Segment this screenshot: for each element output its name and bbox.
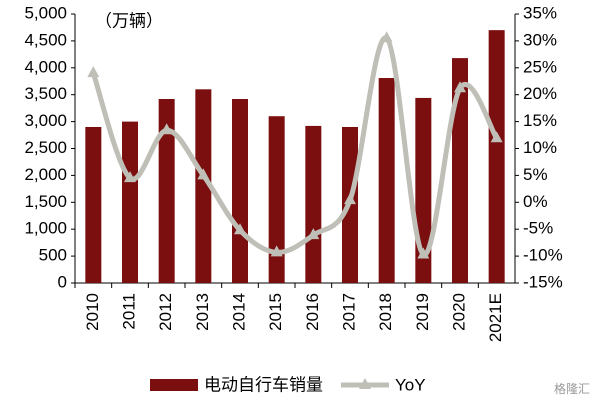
y-tick-label: 2,500 <box>24 138 67 157</box>
y-tick-label: 4,000 <box>24 57 67 76</box>
y2-tick-label: 15% <box>523 111 557 130</box>
y2-tick-label: -10% <box>523 246 563 265</box>
marker <box>417 247 430 259</box>
bar <box>452 58 468 284</box>
marker <box>124 171 136 183</box>
x-tick-label: 2019 <box>413 293 432 331</box>
marker <box>160 123 173 135</box>
x-tick-label: 2016 <box>303 293 322 331</box>
legend-marker <box>359 378 371 389</box>
marker <box>380 31 393 43</box>
legend-label: 电动自行车销量 <box>204 375 323 394</box>
bar <box>488 30 505 283</box>
marker <box>490 131 503 143</box>
unit-annotation: （万辆） <box>95 11 163 30</box>
marker <box>307 228 320 240</box>
bar <box>305 125 322 284</box>
marker <box>87 66 100 78</box>
y2-tick-label: 30% <box>523 30 557 49</box>
y-tick-label: 3,500 <box>24 84 67 103</box>
y-tick-label: 3,000 <box>24 111 67 130</box>
watermark: 格隆汇 <box>554 381 590 396</box>
y2-tick-label: 35% <box>523 3 557 22</box>
x-tick-label: 2018 <box>376 293 395 331</box>
marker <box>197 168 210 180</box>
y-tick-label: 2,000 <box>24 165 67 184</box>
marker <box>234 223 246 235</box>
x-tick-label: 2021E <box>486 293 505 342</box>
y-tick-label: 500 <box>39 246 67 265</box>
y-tick-label: 0 <box>58 272 67 291</box>
y2-tick-label: -5% <box>523 219 553 238</box>
bar <box>158 99 175 283</box>
bar <box>122 121 138 283</box>
y2-tick-label: -15% <box>523 272 563 291</box>
y2-tick-label: 0% <box>523 192 548 211</box>
x-tick-label: 2011 <box>119 293 138 330</box>
legend-label: YoY <box>395 375 426 394</box>
x-tick-label: 2017 <box>339 293 358 331</box>
y-tick-label: 1,000 <box>24 219 67 238</box>
x-tick-label: 2012 <box>156 293 175 331</box>
y2-tick-label: 5% <box>523 165 548 184</box>
x-tick-label: 2010 <box>83 293 102 331</box>
bar <box>232 99 248 283</box>
bar <box>85 126 102 283</box>
bar <box>378 78 395 283</box>
marker <box>344 193 356 205</box>
x-tick-label: 2013 <box>193 293 212 331</box>
x-tick-label: 2014 <box>229 293 248 331</box>
marker <box>270 245 283 257</box>
y2-tick-label: 25% <box>523 57 557 76</box>
marker <box>454 81 466 93</box>
bar <box>195 89 212 283</box>
y-tick-label: 4,500 <box>24 30 67 49</box>
y2-tick-label: 20% <box>523 84 557 103</box>
legend-swatch <box>150 379 198 391</box>
y-tick-label: 5,000 <box>24 3 67 22</box>
line <box>90 35 499 258</box>
x-tick-label: 2015 <box>266 293 285 331</box>
y-tick-label: 1,500 <box>24 192 67 211</box>
y2-tick-label: 10% <box>523 138 557 157</box>
bar <box>268 116 285 283</box>
x-tick-label: 2020 <box>449 293 468 331</box>
